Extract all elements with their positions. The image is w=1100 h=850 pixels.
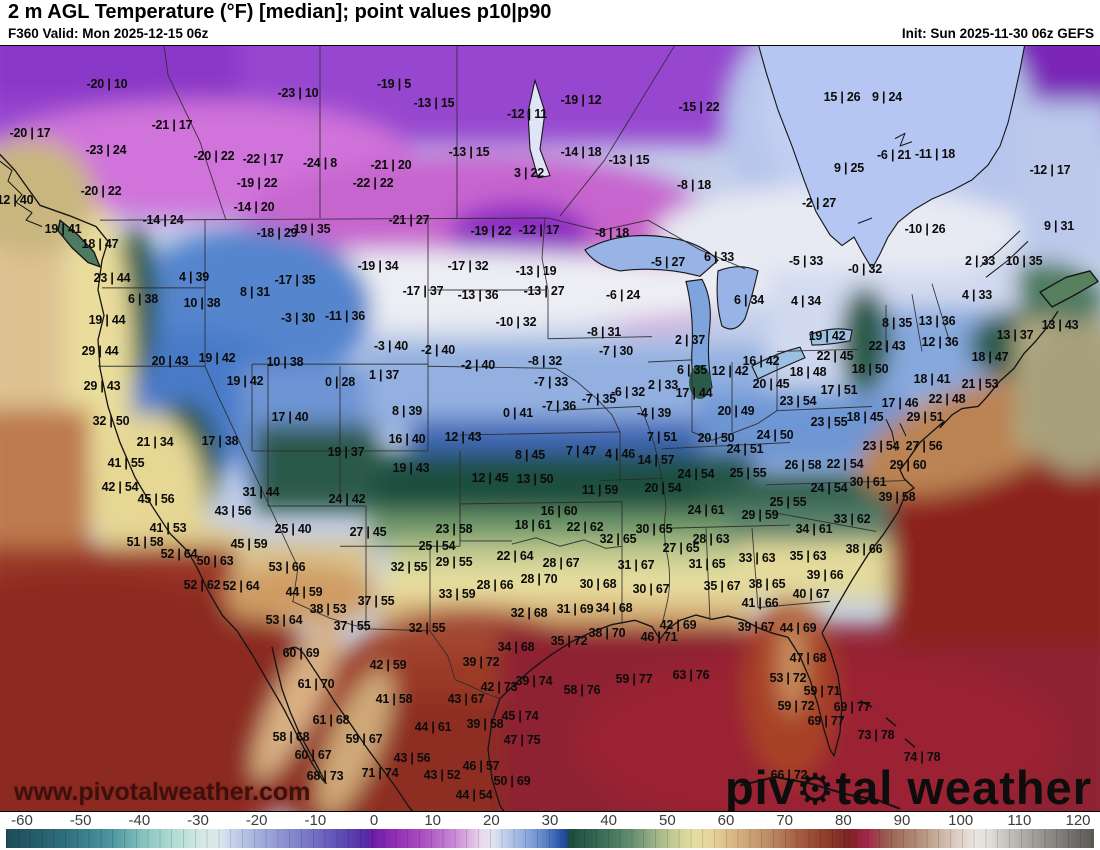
tick-label: 110 — [1007, 812, 1032, 829]
tick-label: 90 — [893, 812, 911, 829]
tick-label: -50 — [69, 812, 92, 829]
cuba — [739, 775, 901, 810]
brand-logo: piv⚙tal weather — [724, 760, 1092, 812]
map-frame: -20 | 10 -23 | 10 -20 | 17 -21 | 17 -23 | 24… — [0, 45, 1100, 812]
tick-label: 120 — [1065, 812, 1091, 829]
nova-scotia — [1039, 270, 1099, 308]
colorbar — [6, 829, 1094, 848]
page-title: 2 m AGL Temperature (°F) [median]; point… — [8, 1, 552, 23]
baja-coast — [236, 630, 327, 785]
lake-huron — [716, 266, 759, 330]
tick-label: 80 — [834, 812, 852, 829]
tick-label: 100 — [948, 812, 974, 829]
lakes — [527, 46, 1026, 400]
tick-label: 10 — [424, 812, 441, 829]
vancouver-island — [57, 219, 101, 268]
colorbar-footer: -60 -50 -40 -30 -20 -10 0 10 20 30 40 50 60 70 80 90 100… — [0, 812, 1100, 850]
header: 2 m AGL Temperature (°F) [median]; point… — [0, 0, 1100, 45]
lake-superior — [584, 234, 719, 277]
east-coast — [821, 310, 1059, 634]
florida-coast — [787, 632, 843, 757]
tick-label: -40 — [128, 812, 151, 829]
tick-label: 50 — [658, 812, 676, 829]
tick-label: 60 — [717, 812, 735, 829]
tick-label: 20 — [482, 812, 500, 829]
gear-icon: ⚙ — [795, 766, 836, 812]
state-borders — [98, 46, 951, 700]
valid-time-label: F360 Valid: Mon 2025-12-15 06z — [8, 26, 209, 41]
bahamas — [859, 700, 916, 748]
tick-label: -30 — [187, 812, 209, 829]
temperature-map — [0, 46, 1100, 811]
lake-erie — [751, 346, 806, 380]
tick-label: -60 — [11, 812, 33, 829]
hudson-bay — [758, 46, 1026, 270]
lake-ontario — [809, 328, 853, 346]
gulf-coast — [499, 614, 789, 700]
tick-label: -20 — [245, 812, 268, 829]
logo-text-left: piv — [724, 761, 796, 812]
st-lawrence — [979, 230, 1029, 278]
colorbar-ticks: -60 -50 -40 -30 -20 -10 0 10 20 30 40 50 60 70 80 90 100… — [0, 812, 1100, 829]
tick-label: -10 — [304, 812, 327, 829]
watermark-url: www.pivotalweather.com — [14, 778, 311, 806]
logo-text-right: tal weather — [835, 761, 1092, 812]
lake-winnipeg — [527, 78, 551, 179]
tick-label: 40 — [600, 812, 617, 829]
init-time-label: Init: Sun 2025-11-30 06z GEFS — [901, 26, 1094, 41]
tick-label: 30 — [541, 812, 559, 829]
tick-label: 0 — [369, 812, 379, 829]
tick-label: 70 — [776, 812, 793, 829]
coastlines — [0, 132, 1099, 811]
